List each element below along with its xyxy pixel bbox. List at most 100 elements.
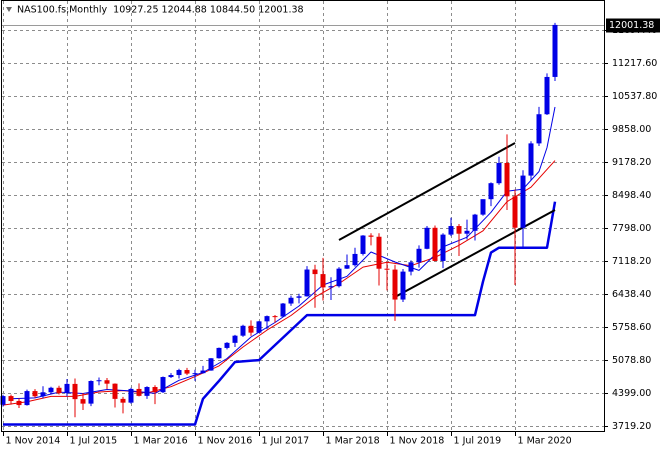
candle-body — [168, 375, 174, 378]
candle-body — [480, 199, 486, 215]
x-tick-label: 1 Jul 2017 — [262, 436, 310, 447]
title-icon — [6, 7, 12, 12]
candle-body — [80, 399, 86, 404]
y-tick-label: 9858.00 — [612, 124, 651, 135]
x-tick-label: 1 Jul 2019 — [454, 436, 502, 447]
y-tick-label: 10537.80 — [612, 91, 657, 102]
y-tick-label: 7798.00 — [612, 223, 651, 234]
candle-body — [192, 373, 198, 375]
candle-body — [416, 248, 422, 263]
candle-body — [400, 271, 406, 300]
indicator-line — [10, 106, 556, 400]
candle-body — [240, 325, 246, 336]
last-price-label: 12001.38 — [609, 20, 654, 31]
candle-body — [160, 377, 166, 393]
candle-body — [248, 325, 254, 333]
candle-body — [456, 226, 462, 234]
candle-body — [112, 383, 118, 399]
candle-body — [536, 114, 542, 144]
candle-body — [528, 143, 534, 176]
x-tick-label: 1 Mar 2016 — [134, 436, 188, 447]
candle-body — [440, 234, 446, 261]
y-tick-label: 11217.60 — [612, 58, 657, 69]
x-tick-label: 1 Nov 2018 — [390, 436, 445, 447]
candle-body — [328, 286, 334, 288]
candle-body — [48, 387, 54, 393]
trend-line — [394, 209, 556, 298]
last-price-box — [606, 18, 660, 33]
candle-body — [176, 370, 182, 376]
candle-body — [408, 262, 414, 272]
candle-body — [352, 253, 358, 266]
candle-body — [520, 175, 526, 228]
candle-body — [64, 383, 70, 394]
candle-body — [360, 235, 366, 254]
candle-body — [336, 268, 342, 287]
candle-body — [312, 269, 318, 275]
candle-body — [40, 392, 46, 397]
candle-body — [392, 269, 398, 300]
candle-body — [8, 396, 14, 401]
candle-body — [56, 387, 62, 394]
y-tick-label: 3719.20 — [612, 421, 651, 432]
candle-body — [432, 227, 438, 261]
candle-body — [88, 381, 94, 404]
indicator-line — [3, 201, 557, 426]
candle-body — [464, 230, 470, 234]
indicator-layer — [2, 25, 604, 426]
candle-body — [200, 370, 206, 374]
candle-body — [32, 391, 38, 397]
x-tick-label: 1 Mar 2018 — [326, 436, 380, 447]
candle-body — [256, 321, 262, 333]
candle-body — [344, 265, 350, 269]
candle-body — [96, 380, 102, 382]
y-tick-label: 9178.20 — [612, 157, 651, 168]
x-tick-label: 1 Mar 2020 — [518, 436, 572, 447]
candle-body — [16, 400, 22, 406]
candle-body — [488, 183, 494, 200]
plot-frame — [1, 0, 605, 432]
candle-body — [136, 388, 142, 396]
candle-body — [512, 196, 518, 228]
trend-line — [338, 142, 516, 241]
candle-body — [320, 274, 326, 288]
candle-body — [128, 388, 134, 403]
candle-body — [72, 383, 78, 400]
candle-body — [144, 387, 150, 396]
candle-body — [288, 297, 294, 304]
x-tick-label: 1 Jul 2015 — [70, 436, 118, 447]
grid-layer — [2, 1, 604, 432]
candle-body — [448, 226, 454, 235]
y-tick-label: 5078.80 — [612, 355, 651, 366]
candle-body — [424, 227, 430, 249]
x-tick-label: 1 Nov 2014 — [6, 436, 61, 447]
candle-body — [280, 303, 286, 317]
candle-body — [264, 316, 270, 322]
candle-body — [120, 398, 126, 403]
candle-body — [24, 391, 30, 406]
axis-layer: 3719.20 4399.00 5078.80 5758.60 6438.40 7118.… — [3, 25, 657, 447]
y-tick-label: 6438.40 — [612, 289, 651, 300]
candle-body — [152, 387, 158, 393]
candle-body — [224, 342, 230, 348]
candle-body — [504, 162, 510, 197]
candle-body — [272, 316, 278, 318]
candle-body — [0, 396, 6, 405]
candle-body — [216, 347, 222, 359]
y-tick-label: 8498.40 — [612, 190, 651, 201]
candle-body — [304, 269, 310, 297]
candle-layer — [0, 22, 558, 418]
x-tick-label: 1 Nov 2016 — [198, 436, 253, 447]
candle-body — [384, 268, 390, 270]
candle-body — [552, 24, 558, 77]
candle-body — [376, 236, 382, 269]
candle-body — [104, 380, 110, 384]
candle-body — [496, 162, 502, 184]
candle-body — [472, 214, 478, 231]
chart-title: NAS100.fs,Monthly 10927.25 12044.88 1084… — [17, 5, 304, 16]
candle-body — [368, 235, 374, 237]
candle-body — [184, 370, 190, 374]
candle-body — [208, 358, 214, 371]
candle-body — [544, 76, 550, 115]
